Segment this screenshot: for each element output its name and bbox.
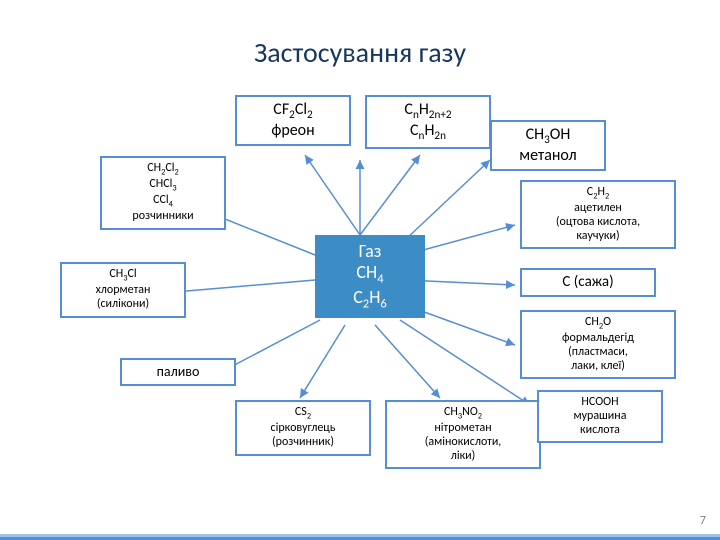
center-node: ГазCH4C2H6 <box>315 235 425 318</box>
node-formaldehyde: CH2Oформальдегід(пластмаси,лаки, клеї) <box>520 310 676 379</box>
node-alkanes: CnH2n+2CnH2n <box>365 95 491 149</box>
node-fuel: паливо <box>120 358 236 386</box>
node-soot: C (сажа) <box>520 268 656 297</box>
node-freon: CF2Cl2фреон <box>235 95 351 146</box>
slide-title: Застосування газу <box>0 35 720 70</box>
node-nitromethane: CH3NO2нітрометан(амінокислоти,ліки) <box>385 400 541 469</box>
node-methanol: CH3OHметанол <box>490 120 606 171</box>
node-acetylene: C2H2ацетилен(оцтова кислота,каучуки) <box>520 180 676 249</box>
node-cs2: CS2сірковуглець(розчинник) <box>235 400 371 456</box>
node-chloromethane: CH3Clхлорметан(силікони) <box>60 262 186 318</box>
slide: Застосування газу ГазCH4C2H6CF2Cl2фреонC… <box>0 0 720 540</box>
page-number: 7 <box>700 514 706 528</box>
node-solvents: CH2Cl2CHCl3CCl4розчинники <box>100 156 226 230</box>
node-formic: HCOOHмурашинакислота <box>537 390 663 443</box>
